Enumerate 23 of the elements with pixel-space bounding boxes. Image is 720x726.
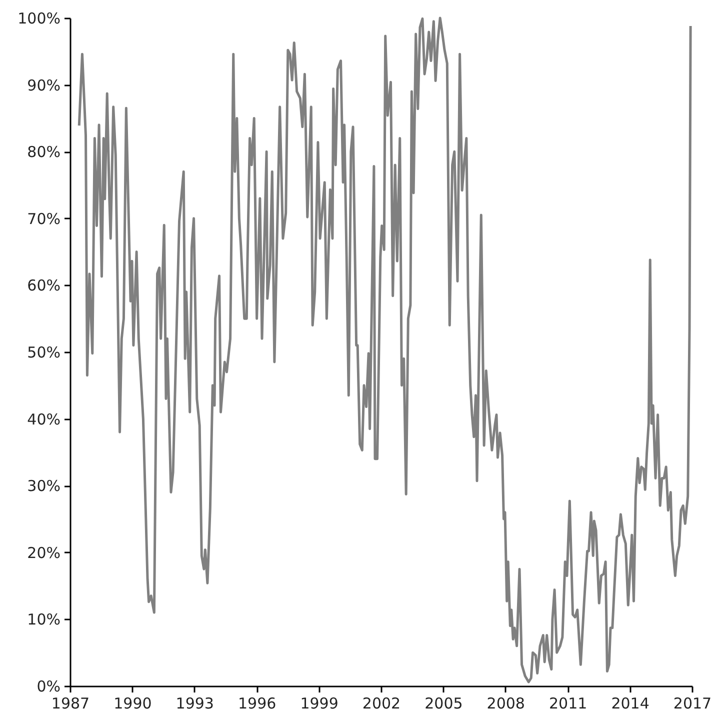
y-tick-label: 40% bbox=[27, 410, 60, 428]
y-tick-label: 60% bbox=[27, 276, 60, 295]
y-tick-label: 10% bbox=[27, 610, 60, 629]
x-tick-label: 1993 bbox=[176, 694, 214, 712]
y-tick-label: 100% bbox=[18, 10, 60, 28]
x-tick-label: 1999 bbox=[300, 694, 338, 712]
y-tick-label: 20% bbox=[27, 544, 60, 562]
line-series bbox=[78, 16, 692, 684]
x-tick-label: 2011 bbox=[549, 694, 588, 712]
y-tick-label: 50% bbox=[27, 344, 60, 362]
x-tick-label: 1987 bbox=[51, 694, 90, 712]
y-tick-label: 80% bbox=[27, 143, 60, 162]
x-tick-label: 2002 bbox=[362, 694, 401, 712]
x-tick-label: 2008 bbox=[486, 694, 525, 712]
x-tick-label: 2005 bbox=[424, 694, 463, 712]
x-tick-label: 2017 bbox=[673, 694, 712, 712]
x-tick-label: 1996 bbox=[238, 694, 276, 712]
x-tick-label: 1990 bbox=[114, 694, 152, 712]
y-tick-label: 0% bbox=[36, 678, 60, 696]
y-tick-label: 90% bbox=[27, 76, 60, 94]
y-tick-label: 30% bbox=[27, 477, 60, 496]
x-tick-label: 2014 bbox=[611, 694, 650, 712]
y-tick-label: 70% bbox=[27, 210, 60, 228]
